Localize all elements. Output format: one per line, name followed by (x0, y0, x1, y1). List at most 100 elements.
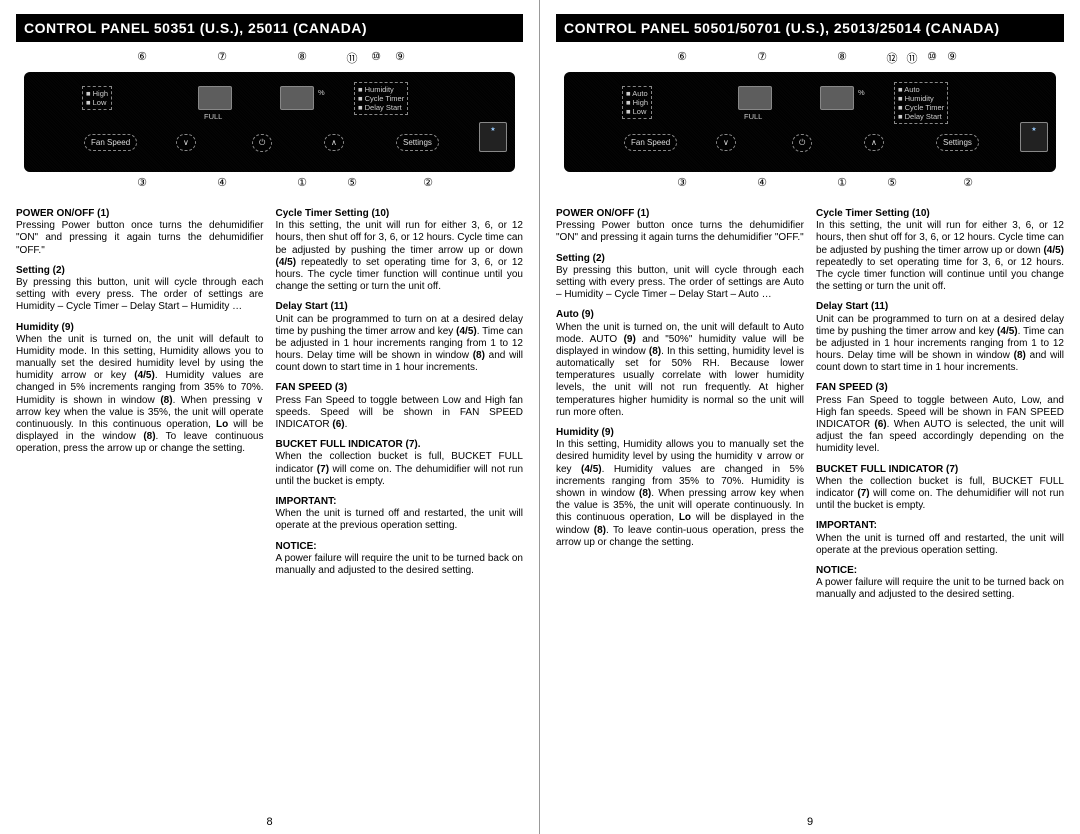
section-title: Setting (2) (556, 253, 804, 265)
callout-number: ⑨ (942, 50, 962, 63)
panel-button: ∧ (324, 134, 344, 151)
section-title: Delay Start (11) (816, 301, 1064, 313)
section-body: Unit can be programmed to turn on at a d… (816, 314, 1064, 375)
page-number: 8 (16, 816, 523, 828)
callout-number: ① (832, 176, 852, 189)
callout-number: ⑪ (342, 50, 362, 66)
callout-number: ⑦ (212, 50, 232, 63)
section-body: When the unit is turned on, the unit wil… (16, 334, 264, 456)
section-body: When the collection bucket is full, BUCK… (816, 476, 1064, 513)
section-title: POWER ON/OFF (1) (16, 208, 264, 220)
column-1: POWER ON/OFF (1)Pressing Power button on… (16, 208, 264, 824)
callout-number: ⑨ (390, 50, 410, 63)
humidity-display (820, 86, 854, 110)
bottom-callout-row: ③④①⑤② (556, 176, 1064, 198)
settings-indicator-box: ■ Auto■ Humidity■ Cycle Timer■ Delay Sta… (894, 82, 948, 124)
energy-star-icon: ★ (1020, 122, 1048, 152)
section-body: In this setting, the unit will run for e… (816, 220, 1064, 293)
column-1: POWER ON/OFF (1)Pressing Power button on… (556, 208, 804, 824)
section: BUCKET FULL INDICATOR (7)When the collec… (816, 464, 1064, 513)
panel-button: ∨ (716, 134, 736, 151)
section: Cycle Timer Setting (10)In this setting,… (276, 208, 524, 293)
page-8: CONTROL PANEL 50351 (U.S.), 25011 (CANAD… (0, 0, 540, 834)
section: IMPORTANT:When the unit is turned off an… (276, 496, 524, 533)
section: Setting (2)By pressing this button, unit… (556, 253, 804, 302)
section: BUCKET FULL INDICATOR (7).When the colle… (276, 439, 524, 488)
callout-number: ③ (672, 176, 692, 189)
top-callout-row: ⑥⑦⑧⑪⑩⑨ (16, 50, 523, 72)
section-title: IMPORTANT: (276, 496, 524, 508)
section-body: Unit can be programmed to turn on at a d… (276, 314, 524, 375)
section-title: Setting (2) (16, 265, 264, 277)
fan-speed-indicator-box: ■ Auto■ High■ Low (622, 86, 652, 119)
section: Auto (9)When the unit is turned on, the … (556, 309, 804, 419)
control-panel-diagram-left: ■ High■ LowFULL%■ Humidity■ Cycle Timer■… (24, 72, 515, 172)
callout-number: ⑥ (132, 50, 152, 63)
panel-button: Settings (396, 134, 439, 151)
section-title: FAN SPEED (3) (276, 382, 524, 394)
section: Humidity (9)In this setting, Humidity al… (556, 427, 804, 549)
section-body: By pressing this button, unit will cycle… (16, 277, 264, 314)
full-label: FULL (204, 112, 222, 121)
callout-number: ⑩ (922, 50, 942, 63)
section-title: Delay Start (11) (276, 301, 524, 313)
callout-number: ⑧ (832, 50, 852, 63)
fan-speed-indicator-box: ■ High■ Low (82, 86, 112, 110)
callout-number: ⑤ (342, 176, 362, 189)
panel-button: ∨ (176, 134, 196, 151)
section-title: Auto (9) (556, 309, 804, 321)
section-body: When the unit is turned on, the unit wil… (556, 322, 804, 420)
section-title: NOTICE: (816, 565, 1064, 577)
text-columns: POWER ON/OFF (1)Pressing Power button on… (556, 208, 1064, 824)
page-9: CONTROL PANEL 50501/50701 (U.S.), 25013/… (540, 0, 1080, 834)
panel-button: ⏻ (792, 134, 812, 152)
section-title: IMPORTANT: (816, 520, 1064, 532)
title-bar-left: CONTROL PANEL 50351 (U.S.), 25011 (CANAD… (16, 14, 523, 42)
section-title: Humidity (9) (556, 427, 804, 439)
callout-number: ⑦ (752, 50, 772, 63)
panel-button: Settings (936, 134, 979, 151)
section-body: Press Fan Speed to toggle between Auto, … (816, 395, 1064, 456)
section: IMPORTANT:When the unit is turned off an… (816, 520, 1064, 557)
section-title: Cycle Timer Setting (10) (276, 208, 524, 220)
callout-number: ⑫ (882, 50, 902, 66)
section: Cycle Timer Setting (10)In this setting,… (816, 208, 1064, 293)
section: Humidity (9)When the unit is turned on, … (16, 322, 264, 456)
column-2: Cycle Timer Setting (10)In this setting,… (276, 208, 524, 824)
section-body: Press Fan Speed to toggle between Low an… (276, 395, 524, 432)
bucket-full-display (198, 86, 232, 110)
title-right: CONTROL PANEL 50501/50701 (U.S.), 25013/… (564, 20, 1000, 36)
section-body: When the unit is turned off and restarte… (816, 533, 1064, 557)
section-title: NOTICE: (276, 541, 524, 553)
section: Delay Start (11)Unit can be programmed t… (816, 301, 1064, 374)
section: Setting (2)By pressing this button, unit… (16, 265, 264, 314)
section-title: Cycle Timer Setting (10) (816, 208, 1064, 220)
control-panel-diagram-right: ■ Auto■ High■ LowFULL%■ Auto■ Humidity■ … (564, 72, 1056, 172)
bucket-full-display (738, 86, 772, 110)
section: Delay Start (11)Unit can be programmed t… (276, 301, 524, 374)
callout-number: ⑥ (672, 50, 692, 63)
settings-indicator-box: ■ Humidity■ Cycle Timer■ Delay Start (354, 82, 408, 115)
text-columns: POWER ON/OFF (1)Pressing Power button on… (16, 208, 523, 824)
section: POWER ON/OFF (1)Pressing Power button on… (556, 208, 804, 245)
section-title: Humidity (9) (16, 322, 264, 334)
section-body: Pressing Power button once turns the deh… (16, 220, 264, 257)
section-body: Pressing Power button once turns the deh… (556, 220, 804, 244)
panel-button: ∧ (864, 134, 884, 151)
section-body: In this setting, Humidity allows you to … (556, 439, 804, 549)
section-title: POWER ON/OFF (1) (556, 208, 804, 220)
callout-number: ① (292, 176, 312, 189)
full-label: FULL (744, 112, 762, 121)
section: FAN SPEED (3)Press Fan Speed to toggle b… (276, 382, 524, 431)
section-body: By pressing this button, unit will cycle… (556, 265, 804, 302)
section: NOTICE:A power failure will require the … (276, 541, 524, 578)
section-body: A power failure will require the unit to… (276, 553, 524, 577)
spread: CONTROL PANEL 50351 (U.S.), 25011 (CANAD… (0, 0, 1080, 834)
callout-number: ④ (212, 176, 232, 189)
panel-button: ⏻ (252, 134, 272, 152)
section-title: BUCKET FULL INDICATOR (7). (276, 439, 524, 451)
panel-button: Fan Speed (624, 134, 677, 151)
callout-number: ② (418, 176, 438, 189)
top-callout-row: ⑥⑦⑧⑫⑪⑩⑨ (556, 50, 1064, 72)
section: POWER ON/OFF (1)Pressing Power button on… (16, 208, 264, 257)
